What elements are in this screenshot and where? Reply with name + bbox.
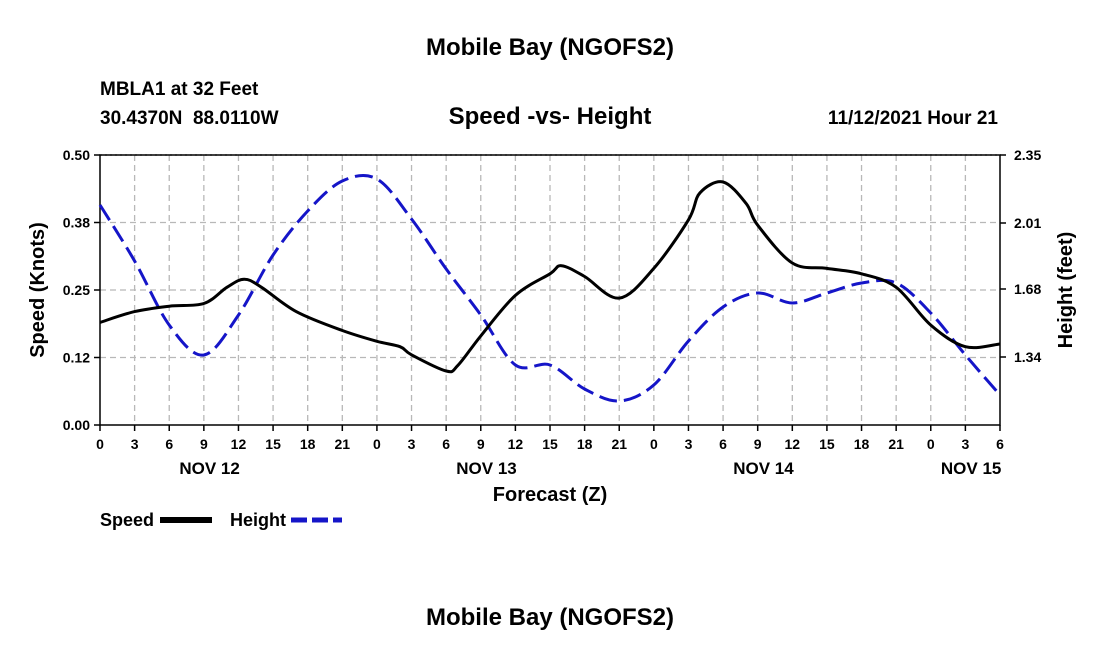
x-axis-tick-label: 6 [996,436,1004,452]
left-axis-tick-label: 0.12 [63,350,90,366]
x-axis-date-label: NOV 15 [941,459,1001,478]
station-name: MBLA1 at 32 Feet [100,79,259,100]
right-axis-tick-label: 2.01 [1014,215,1041,231]
x-axis-ticks: 0 3 6 9 12 15 18 21 0 3 6 9 12 15 18 21 0 3 6 9 12 15 18 21 0 3 6 [96,425,1004,452]
x-axis-tick-label: 15 [819,436,835,452]
x-axis-tick-label: 18 [577,436,593,452]
x-axis-tick-label: 3 [685,436,693,452]
footer-title: Mobile Bay (NGOFS2) [426,604,674,631]
legend: Speed Height [100,510,342,530]
x-axis-tick-label: 21 [611,436,627,452]
x-axis-tick-label: 9 [754,436,762,452]
x-axis-tick-label: 3 [408,436,416,452]
left-axis-tick-label: 0.25 [63,282,90,298]
x-axis-tick-label: 18 [300,436,316,452]
x-axis-date-label: NOV 13 [456,459,516,478]
right-axis-tick-label: 1.68 [1014,281,1041,297]
left-axis-tick-label: 0.50 [63,147,90,163]
x-axis-date-labels: NOV 12 NOV 13 NOV 14 NOV 15 [179,459,1001,478]
left-axis-tick-label: 0.00 [63,417,90,433]
legend-height-label: Height [230,510,286,530]
height-series-line [98,173,1002,403]
x-axis-tick-label: 3 [961,436,969,452]
x-axis-tick-label: 15 [542,436,558,452]
x-axis-tick-label: 21 [335,436,351,452]
chart-subtitle: Speed -vs- Height [449,103,652,130]
series-lines [98,173,1002,403]
y-axis-label-left: Speed (Knots) [27,222,49,358]
x-axis-tick-label: 9 [477,436,485,452]
x-axis-tick-label: 15 [265,436,281,452]
x-axis-tick-label: 12 [508,436,524,452]
x-axis-tick-label: 6 [719,436,727,452]
chart-title: Mobile Bay (NGOFS2) [426,34,674,61]
x-axis-tick-label: 21 [888,436,904,452]
x-axis-tick-label: 3 [131,436,139,452]
x-axis-tick-label: 0 [373,436,381,452]
y-axis-label-right: Height (feet) [1055,232,1077,349]
grid-lines [100,154,1000,425]
x-axis-label: Forecast (Z) [493,484,607,506]
x-axis-tick-label: 6 [442,436,450,452]
x-axis-tick-label: 6 [165,436,173,452]
speed-series-line [99,180,1001,374]
station-coordinates: 30.4370N 88.0110W [100,108,279,129]
right-axis-tick-label: 2.35 [1014,147,1041,163]
left-axis-tick-label: 0.38 [63,215,90,231]
x-axis-tick-label: 0 [927,436,935,452]
x-axis-date-label: NOV 14 [733,459,794,478]
x-axis-date-label: NOV 12 [179,459,239,478]
right-axis-tick-label: 1.34 [1014,349,1041,365]
x-axis-tick-label: 9 [200,436,208,452]
x-axis-tick-label: 18 [854,436,870,452]
forecast-datetime: 11/12/2021 Hour 21 [828,108,998,129]
x-axis-tick-label: 0 [650,436,658,452]
legend-speed-label: Speed [100,510,154,530]
x-axis-tick-label: 12 [231,436,247,452]
x-axis-tick-label: 12 [785,436,801,452]
right-axis-ticks: 1.34 1.68 2.01 2.35 [1000,147,1041,365]
x-axis-tick-label: 0 [96,436,104,452]
left-axis-ticks: 0.00 0.12 0.25 0.38 0.50 [63,147,100,433]
